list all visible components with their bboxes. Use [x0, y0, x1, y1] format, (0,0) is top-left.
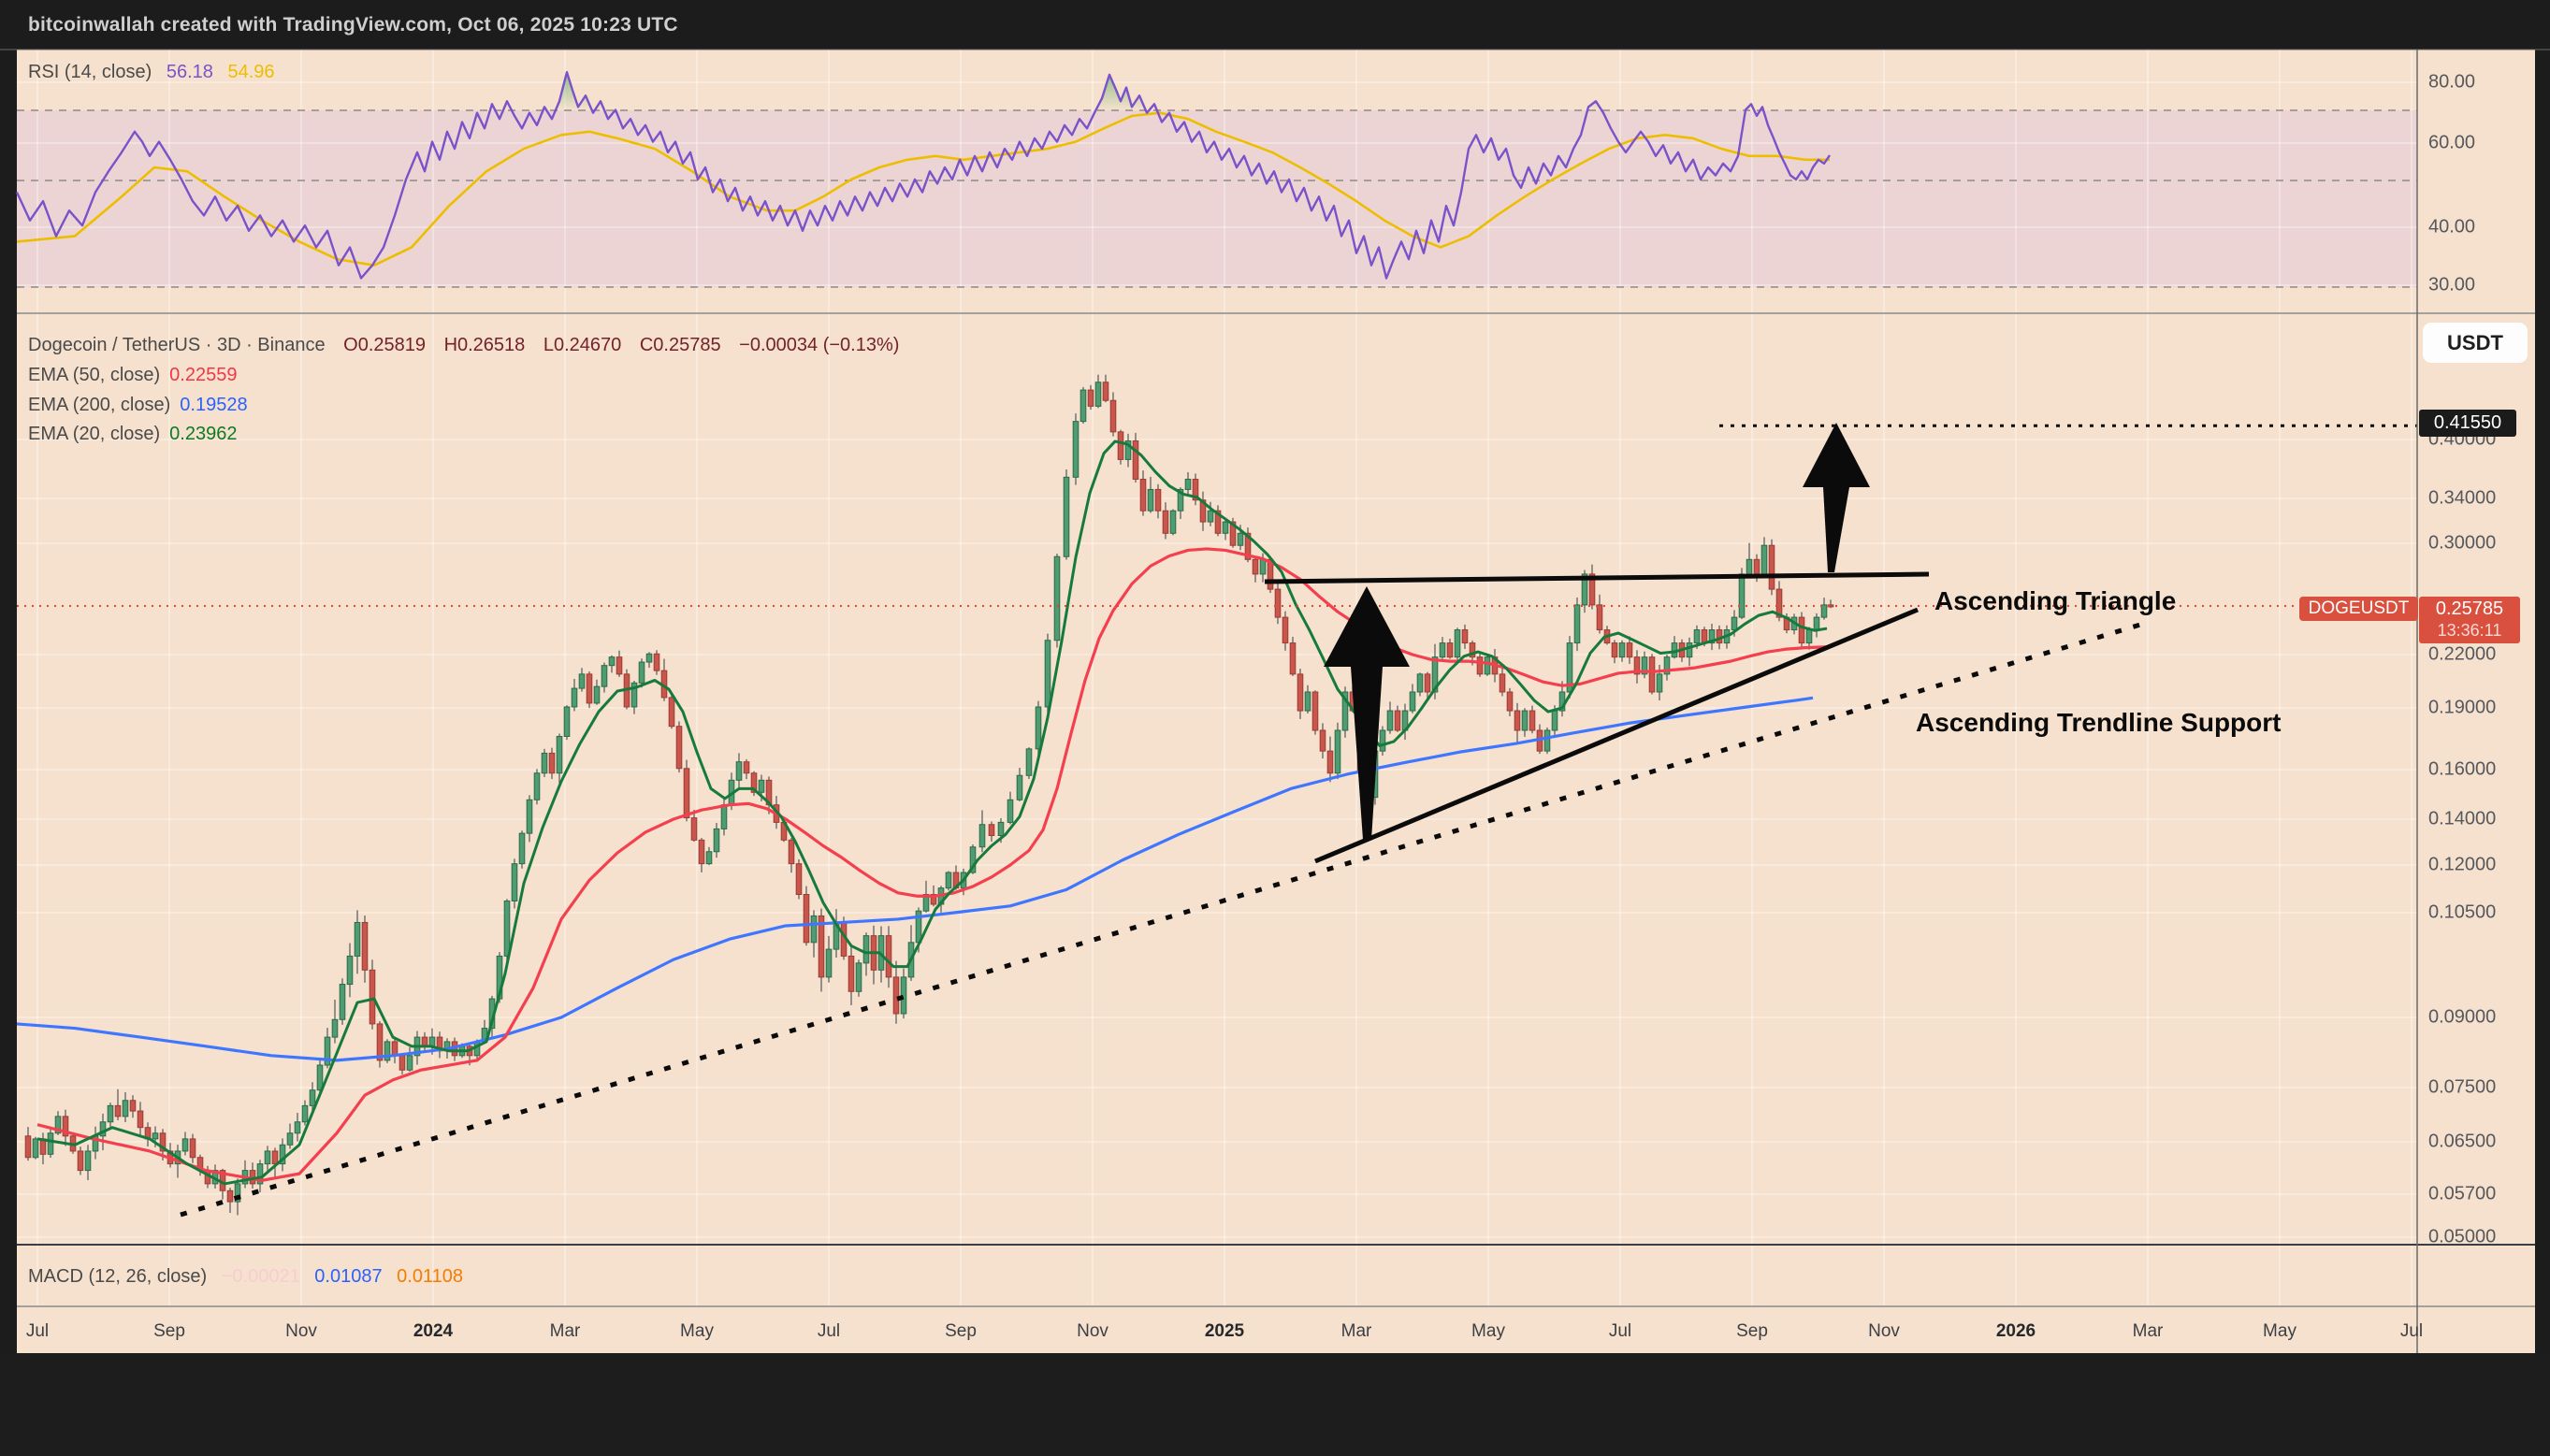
last-price-badge: 0.25785 13:36:11	[2419, 597, 2520, 643]
up-arrow-breakout[interactable]	[1803, 423, 1870, 572]
rsi-ma-value: 54.96	[227, 62, 275, 82]
rsi-axis-label: 80.00	[2428, 71, 2476, 93]
last-price-value: 0.25785	[2435, 598, 2504, 619]
macd-legend: MACD (12, 26, close) −0.00021 0.01087 0.…	[28, 1266, 463, 1288]
macd-hist-value: −0.00021	[221, 1266, 300, 1287]
ohlc-change: −0.00034 (−0.13%)	[739, 335, 900, 355]
time-axis-label: Sep	[1736, 1321, 1768, 1341]
price-axis-label: 0.07500	[2428, 1076, 2497, 1098]
rsi-axis-label: 40.00	[2428, 216, 2476, 238]
rsi-legend: RSI (14, close) 56.18 54.96	[28, 62, 275, 83]
time-axis-label: Nov	[285, 1321, 317, 1341]
gridlines	[17, 50, 2417, 1306]
macd-signal-value: 0.01108	[397, 1266, 463, 1287]
up-arrow-march-2025[interactable]	[1324, 586, 1410, 840]
time-axis-label: Nov	[1868, 1321, 1900, 1341]
chart-attribution-title: bitcoinwallah created with TradingView.c…	[28, 14, 678, 36]
price-axis-label: 0.05000	[2428, 1226, 2497, 1247]
ema-legend-row: EMA (200, close) 0.19528	[28, 394, 248, 415]
time-axis-label: 2026	[1995, 1321, 2036, 1341]
time-axis-label: Mar	[2132, 1321, 2164, 1341]
price-axis-label: 0.05700	[2428, 1183, 2497, 1204]
candles-layer[interactable]	[24, 374, 1834, 1216]
time-axis-label: Jul	[2399, 1321, 2424, 1341]
ohlc-open: O0.25819	[343, 335, 426, 355]
ascending-trendline-support-label[interactable]: Ascending Trendline Support	[1916, 708, 2282, 737]
ascending-support-dotted-line[interactable]	[180, 622, 2141, 1218]
time-axis-label: Jul	[817, 1321, 841, 1341]
ema200-line	[16, 696, 1814, 1062]
time-axis-label: 2025	[1204, 1321, 1245, 1341]
price-axis-label: 0.12000	[2428, 854, 2497, 875]
time-axis-label: Mar	[549, 1321, 581, 1341]
price-axis-label: 0.10500	[2428, 901, 2497, 923]
macd-line-value: 0.01087	[314, 1266, 383, 1287]
ema20-line	[36, 440, 1828, 1186]
rsi-value: 56.18	[166, 62, 213, 82]
time-axis-label: Sep	[153, 1321, 185, 1341]
price-axis-label: 0.34000	[2428, 487, 2497, 509]
time-axis-label: 2024	[413, 1321, 454, 1341]
time-axis-label: Jul	[1608, 1321, 1632, 1341]
ema-legend-row: EMA (20, close) 0.23962	[28, 424, 238, 444]
time-axis-label: May	[1471, 1321, 1505, 1341]
symbol-title: Dogecoin / TetherUS · 3D · Binance	[28, 335, 326, 355]
currency-toggle-button[interactable]: USDT	[2423, 323, 2528, 363]
triangle-support-line[interactable]	[1314, 607, 1919, 864]
ohlc-close: C0.25785	[639, 335, 721, 355]
price-axis-label: 0.30000	[2428, 532, 2497, 554]
rsi-band	[17, 110, 2417, 287]
price-axis-label: 0.06500	[2428, 1131, 2497, 1152]
time-axis-label: May	[680, 1321, 714, 1341]
macd-legend-label: MACD (12, 26, close)	[28, 1266, 208, 1287]
symbol-price-label: DOGEUSDT	[2299, 597, 2418, 621]
price-axis-label: 0.14000	[2428, 808, 2497, 829]
ohlc-high: H0.26518	[443, 335, 526, 355]
price-axis-label: 0.16000	[2428, 758, 2497, 780]
time-axis-label: Sep	[945, 1321, 977, 1341]
time-axis-label: Nov	[1077, 1321, 1108, 1341]
bar-countdown: 13:36:11	[2437, 621, 2502, 640]
price-axis-label: 0.19000	[2428, 697, 2497, 718]
target-price-badge: 0.41550	[2419, 410, 2516, 437]
ema-legend-row: EMA (50, close) 0.22559	[28, 365, 238, 385]
rsi-axis-label: 60.00	[2428, 132, 2476, 153]
price-axis-label: 0.22000	[2428, 643, 2497, 665]
price-axis-label: 0.09000	[2428, 1006, 2497, 1028]
rsi-ma-line	[16, 111, 1830, 267]
time-axis-label: Jul	[25, 1321, 50, 1341]
time-axis-label: Mar	[1340, 1321, 1372, 1341]
time-axis-label: May	[2263, 1321, 2296, 1341]
triangle-top-line[interactable]	[1264, 571, 1930, 584]
ascending-triangle-label[interactable]: Ascending Triangle	[1934, 586, 2177, 615]
rsi-axis-label: 30.00	[2428, 274, 2476, 296]
symbol-legend: Dogecoin / TetherUS · 3D · Binance O0.25…	[28, 335, 899, 356]
rsi-legend-label: RSI (14, close)	[28, 62, 152, 82]
footer-bar: TradingView	[0, 1353, 2550, 1456]
ohlc-low: L0.24670	[543, 335, 622, 355]
rsi-line	[15, 71, 1831, 280]
